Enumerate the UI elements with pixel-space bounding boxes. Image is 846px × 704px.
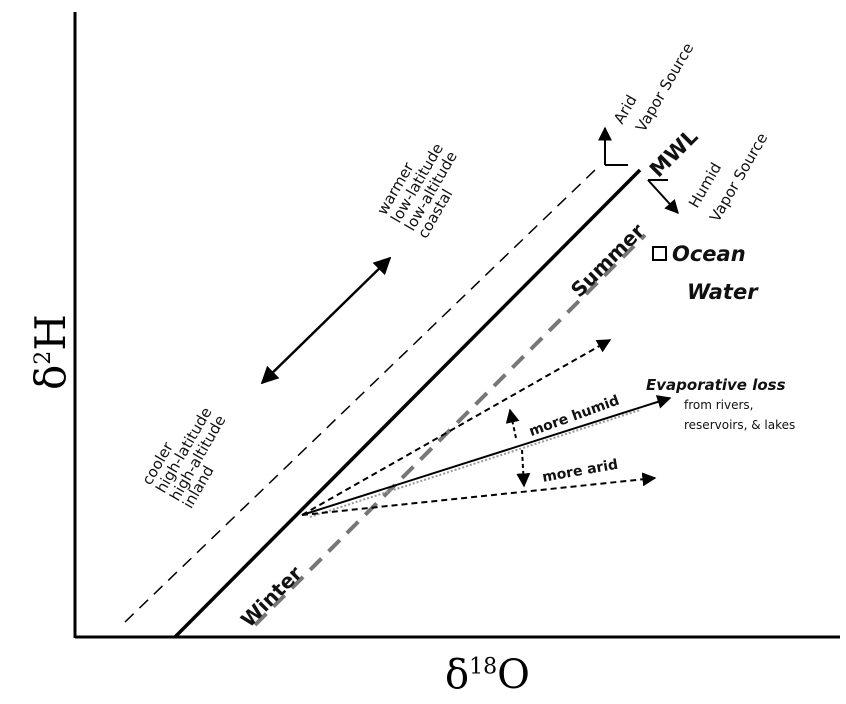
y-axis-superscript: 2 bbox=[31, 350, 56, 365]
y-axis-label: δ2H bbox=[26, 314, 75, 390]
x-axis-superscript: 18 bbox=[469, 654, 498, 680]
x-axis-element: O bbox=[497, 652, 530, 698]
upper-dashed-line bbox=[124, 169, 596, 623]
y-axis-element: H bbox=[26, 314, 75, 351]
evaporative-loss-detail-1: from rivers, bbox=[684, 398, 754, 412]
humid-arrow bbox=[647, 179, 679, 215]
more-arid-arrow bbox=[516, 449, 531, 488]
evaporative-loss-label: Evaporative loss bbox=[646, 376, 786, 394]
mwl-line bbox=[173, 168, 642, 639]
x-axis-label: δ18O bbox=[445, 652, 530, 698]
more-arid-evap-line bbox=[301, 472, 657, 516]
x-axis-symbol: δ bbox=[445, 652, 470, 698]
ocean-water-label-2: Water bbox=[687, 280, 758, 304]
evaporative-loss-shadow bbox=[309, 409, 641, 518]
warmer-cooler-arrow bbox=[260, 256, 392, 385]
evaporative-loss-detail-2: reservoirs, & lakes bbox=[684, 418, 796, 432]
evaporative-loss-line bbox=[301, 395, 672, 516]
y-axis-symbol: δ bbox=[26, 364, 75, 390]
more-humid-evap-line bbox=[301, 339, 612, 516]
ocean-water-marker bbox=[652, 246, 667, 261]
more-humid-arrow bbox=[505, 408, 520, 439]
ocean-water-label-1: Ocean bbox=[672, 242, 746, 266]
